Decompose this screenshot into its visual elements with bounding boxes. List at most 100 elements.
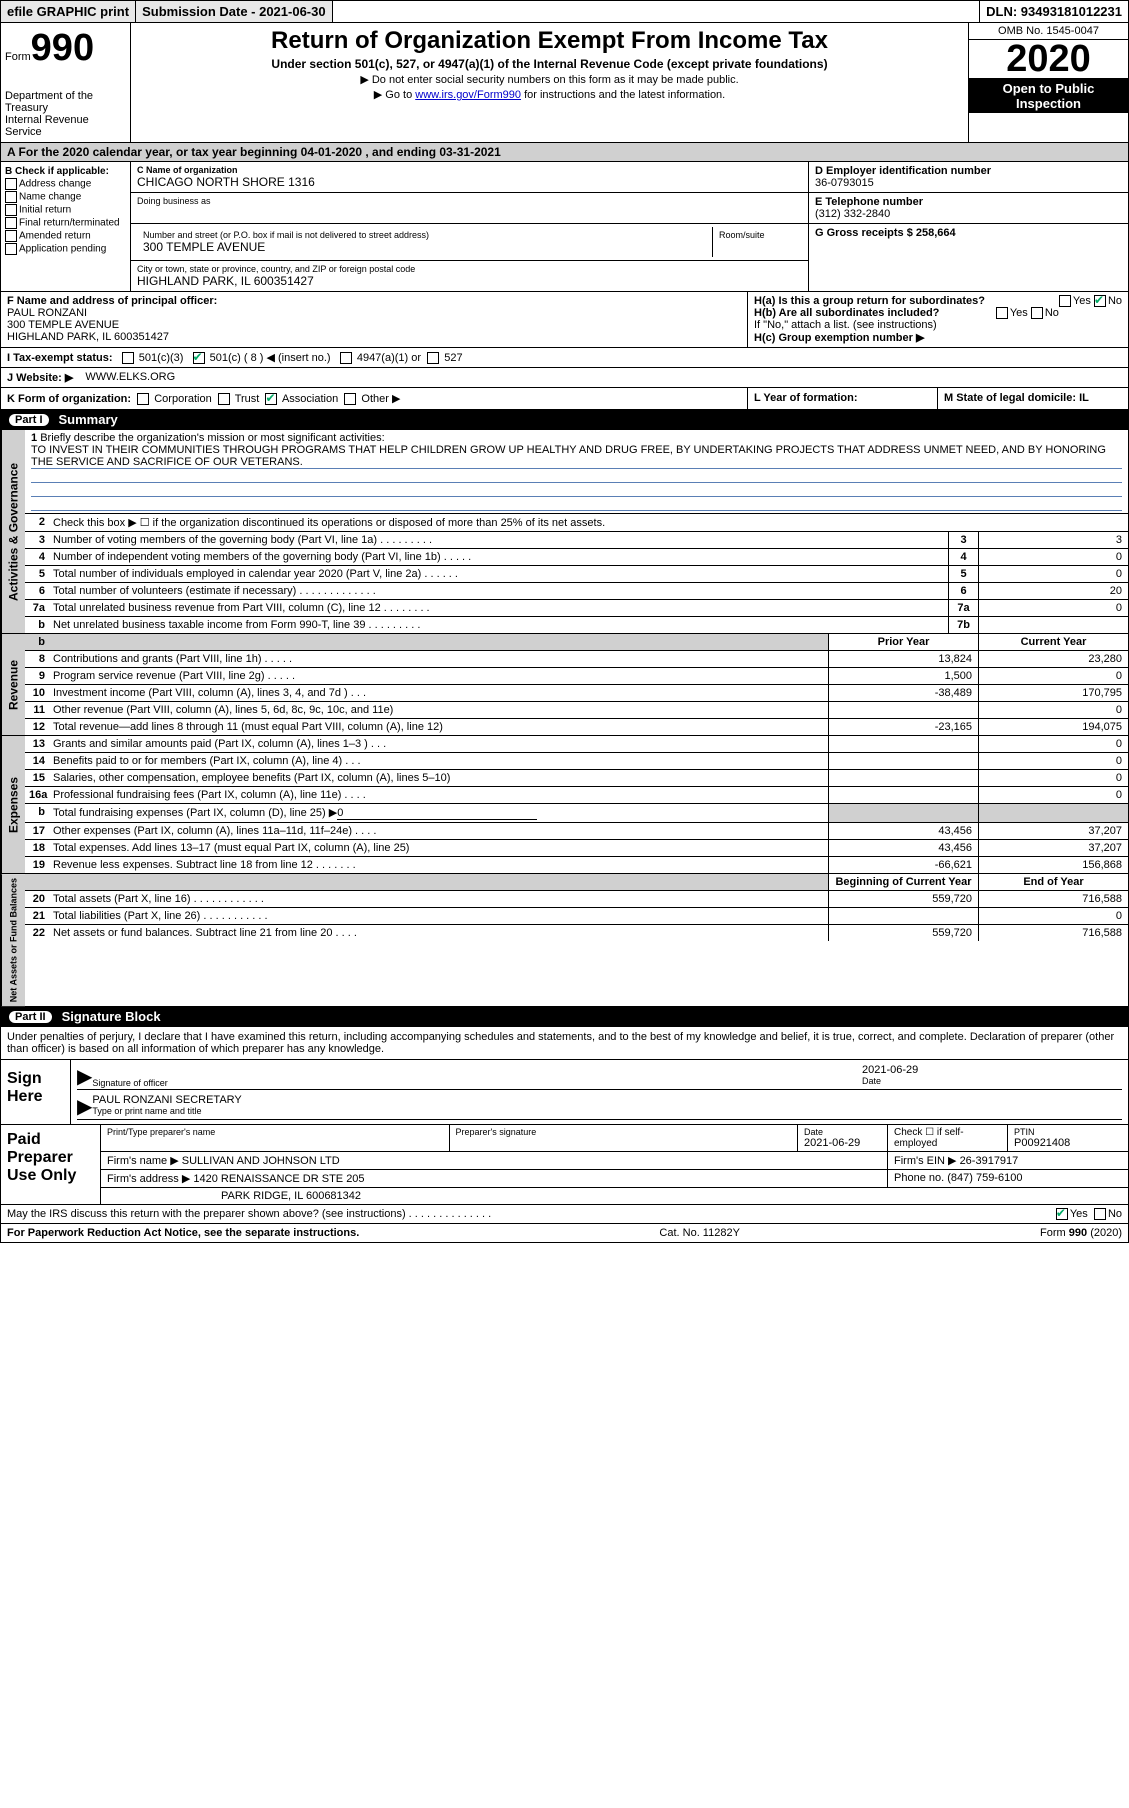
l15-prior bbox=[828, 770, 978, 786]
l9-curr: 0 bbox=[978, 668, 1128, 684]
city-label: City or town, state or province, country… bbox=[137, 264, 802, 274]
cb-initial-return[interactable]: Initial return bbox=[5, 204, 126, 216]
section-f-label: F Name and address of principal officer: bbox=[7, 295, 741, 307]
l11-prior bbox=[828, 702, 978, 718]
section-klm: K Form of organization: Corporation Trus… bbox=[0, 388, 1129, 410]
sig-date-val: 2021-06-29 bbox=[862, 1064, 1122, 1076]
section-e-label: E Telephone number bbox=[815, 196, 1122, 208]
org-name: CHICAGO NORTH SHORE 1316 bbox=[137, 175, 802, 189]
section-a-tax-year: A For the 2020 calendar year, or tax yea… bbox=[0, 143, 1129, 162]
l18-curr: 37,207 bbox=[978, 840, 1128, 856]
paid-preparer-block: Paid Preparer Use Only Print/Type prepar… bbox=[0, 1125, 1129, 1205]
l3-text: Number of voting members of the governin… bbox=[49, 532, 948, 548]
cb-527[interactable] bbox=[427, 352, 439, 364]
ptin-label: PTIN bbox=[1014, 1127, 1122, 1137]
cb-final-return[interactable]: Final return/terminated bbox=[5, 217, 126, 229]
l20-text: Total assets (Part X, line 16) . . . . .… bbox=[49, 891, 828, 907]
paid-preparer-label: Paid Preparer Use Only bbox=[1, 1125, 101, 1204]
l7a-text: Total unrelated business revenue from Pa… bbox=[49, 600, 948, 616]
cb-other[interactable] bbox=[344, 393, 356, 405]
mission-text: TO INVEST IN THEIR COMMUNITIES THROUGH P… bbox=[31, 444, 1122, 469]
irs-form990-link[interactable]: www.irs.gov/Form990 bbox=[415, 89, 521, 101]
l22-text: Net assets or fund balances. Subtract li… bbox=[49, 925, 828, 941]
discuss-yes-check[interactable] bbox=[1056, 1208, 1068, 1220]
cb-trust[interactable] bbox=[218, 393, 230, 405]
hdr-prior-year: Prior Year bbox=[828, 634, 978, 650]
cb-4947[interactable] bbox=[340, 352, 352, 364]
l14-prior bbox=[828, 753, 978, 769]
open-public-2: Inspection bbox=[969, 96, 1128, 111]
page-footer: For Paperwork Reduction Act Notice, see … bbox=[0, 1224, 1129, 1243]
l16b-prior bbox=[828, 804, 978, 822]
part1-governance: Activities & Governance 1 Briefly descri… bbox=[0, 430, 1129, 634]
l7a-val: 0 bbox=[978, 600, 1128, 616]
l6-text: Total number of volunteers (estimate if … bbox=[49, 583, 948, 599]
l13-prior bbox=[828, 736, 978, 752]
part-2-header: Part II Signature Block bbox=[0, 1007, 1129, 1027]
hdr-current-year: Current Year bbox=[978, 634, 1128, 650]
name-title-label: Type or print name and title bbox=[92, 1106, 1122, 1116]
l20-curr: 716,588 bbox=[978, 891, 1128, 907]
room-suite-label: Room/suite bbox=[719, 230, 796, 240]
l15-curr: 0 bbox=[978, 770, 1128, 786]
officer-name: PAUL RONZANI bbox=[7, 307, 741, 319]
submission-date-button[interactable]: Submission Date - 2021-06-30 bbox=[136, 1, 333, 22]
l17-text: Other expenses (Part IX, column (A), lin… bbox=[49, 823, 828, 839]
sig-date-label: Date bbox=[862, 1076, 1122, 1086]
section-c-label: C Name of organization bbox=[137, 165, 802, 175]
form-ref: Form 990 (2020) bbox=[1040, 1227, 1122, 1239]
l8-curr: 23,280 bbox=[978, 651, 1128, 667]
sign-here-label: Sign Here bbox=[7, 1070, 43, 1105]
officer-addr: 300 TEMPLE AVENUE bbox=[7, 319, 741, 331]
cb-address-change[interactable]: Address change bbox=[5, 178, 126, 190]
self-employed-check[interactable]: Check ☐ if self-employed bbox=[888, 1125, 1008, 1151]
part-2-title: Signature Block bbox=[62, 1009, 161, 1024]
form-subtitle: Under section 501(c), 527, or 4947(a)(1)… bbox=[135, 57, 964, 71]
l15-text: Salaries, other compensation, employee b… bbox=[49, 770, 828, 786]
l16b-curr bbox=[978, 804, 1128, 822]
l4-val: 0 bbox=[978, 549, 1128, 565]
hb-no[interactable]: No bbox=[1045, 307, 1059, 319]
l16a-text: Professional fundraising fees (Part IX, … bbox=[49, 787, 828, 803]
cb-application-pending[interactable]: Application pending bbox=[5, 243, 126, 255]
pra-notice: For Paperwork Reduction Act Notice, see … bbox=[7, 1227, 359, 1239]
l12-text: Total revenue—add lines 8 through 11 (mu… bbox=[49, 719, 828, 735]
l17-curr: 37,207 bbox=[978, 823, 1128, 839]
ha-yes[interactable]: Yes bbox=[1073, 295, 1091, 307]
l18-text: Total expenses. Add lines 13–17 (must eq… bbox=[49, 840, 828, 856]
l11-curr: 0 bbox=[978, 702, 1128, 718]
l6-val: 20 bbox=[978, 583, 1128, 599]
section-d-label: D Employer identification number bbox=[815, 165, 1122, 177]
cb-corp[interactable] bbox=[137, 393, 149, 405]
l8-prior: 13,824 bbox=[828, 651, 978, 667]
irs-label: Internal Revenue Service bbox=[5, 114, 126, 138]
section-j: J Website: ▶ WWW.ELKS.ORG bbox=[0, 368, 1129, 388]
l16a-prior bbox=[828, 787, 978, 803]
side-expenses: Expenses bbox=[1, 736, 25, 873]
cb-name-change[interactable]: Name change bbox=[5, 191, 126, 203]
org-city: HIGHLAND PARK, IL 600351427 bbox=[137, 274, 802, 288]
cb-501c3[interactable] bbox=[122, 352, 134, 364]
discuss-no-check[interactable] bbox=[1094, 1208, 1106, 1220]
ha-no[interactable]: No bbox=[1108, 295, 1122, 307]
cb-assoc[interactable] bbox=[265, 393, 277, 405]
cb-501c[interactable] bbox=[193, 352, 205, 364]
l14-curr: 0 bbox=[978, 753, 1128, 769]
firm-ein: 26-3917917 bbox=[960, 1155, 1019, 1167]
part-1-header: Part I Summary bbox=[0, 410, 1129, 430]
ptin-value: P00921408 bbox=[1014, 1137, 1122, 1149]
l10-text: Investment income (Part VIII, column (A)… bbox=[49, 685, 828, 701]
cb-amended-return[interactable]: Amended return bbox=[5, 230, 126, 242]
phone-label: Phone no. bbox=[894, 1172, 944, 1184]
l22-prior: 559,720 bbox=[828, 925, 978, 941]
l2-text: Check this box ▶ ☐ if the organization d… bbox=[49, 514, 1128, 531]
l7b-val bbox=[978, 617, 1128, 633]
form-title: Return of Organization Exempt From Incom… bbox=[135, 27, 964, 55]
firm-addr1: 1420 RENAISSANCE DR STE 205 bbox=[193, 1173, 364, 1185]
l11-text: Other revenue (Part VIII, column (A), li… bbox=[49, 702, 828, 718]
hb-yes[interactable]: Yes bbox=[1010, 307, 1028, 319]
prep-date: 2021-06-29 bbox=[804, 1137, 881, 1149]
efile-graphic-button[interactable]: efile GRAPHIC print bbox=[1, 1, 136, 22]
side-net-assets: Net Assets or Fund Balances bbox=[1, 874, 25, 1006]
ha-label: H(a) Is this a group return for subordin… bbox=[754, 295, 985, 307]
